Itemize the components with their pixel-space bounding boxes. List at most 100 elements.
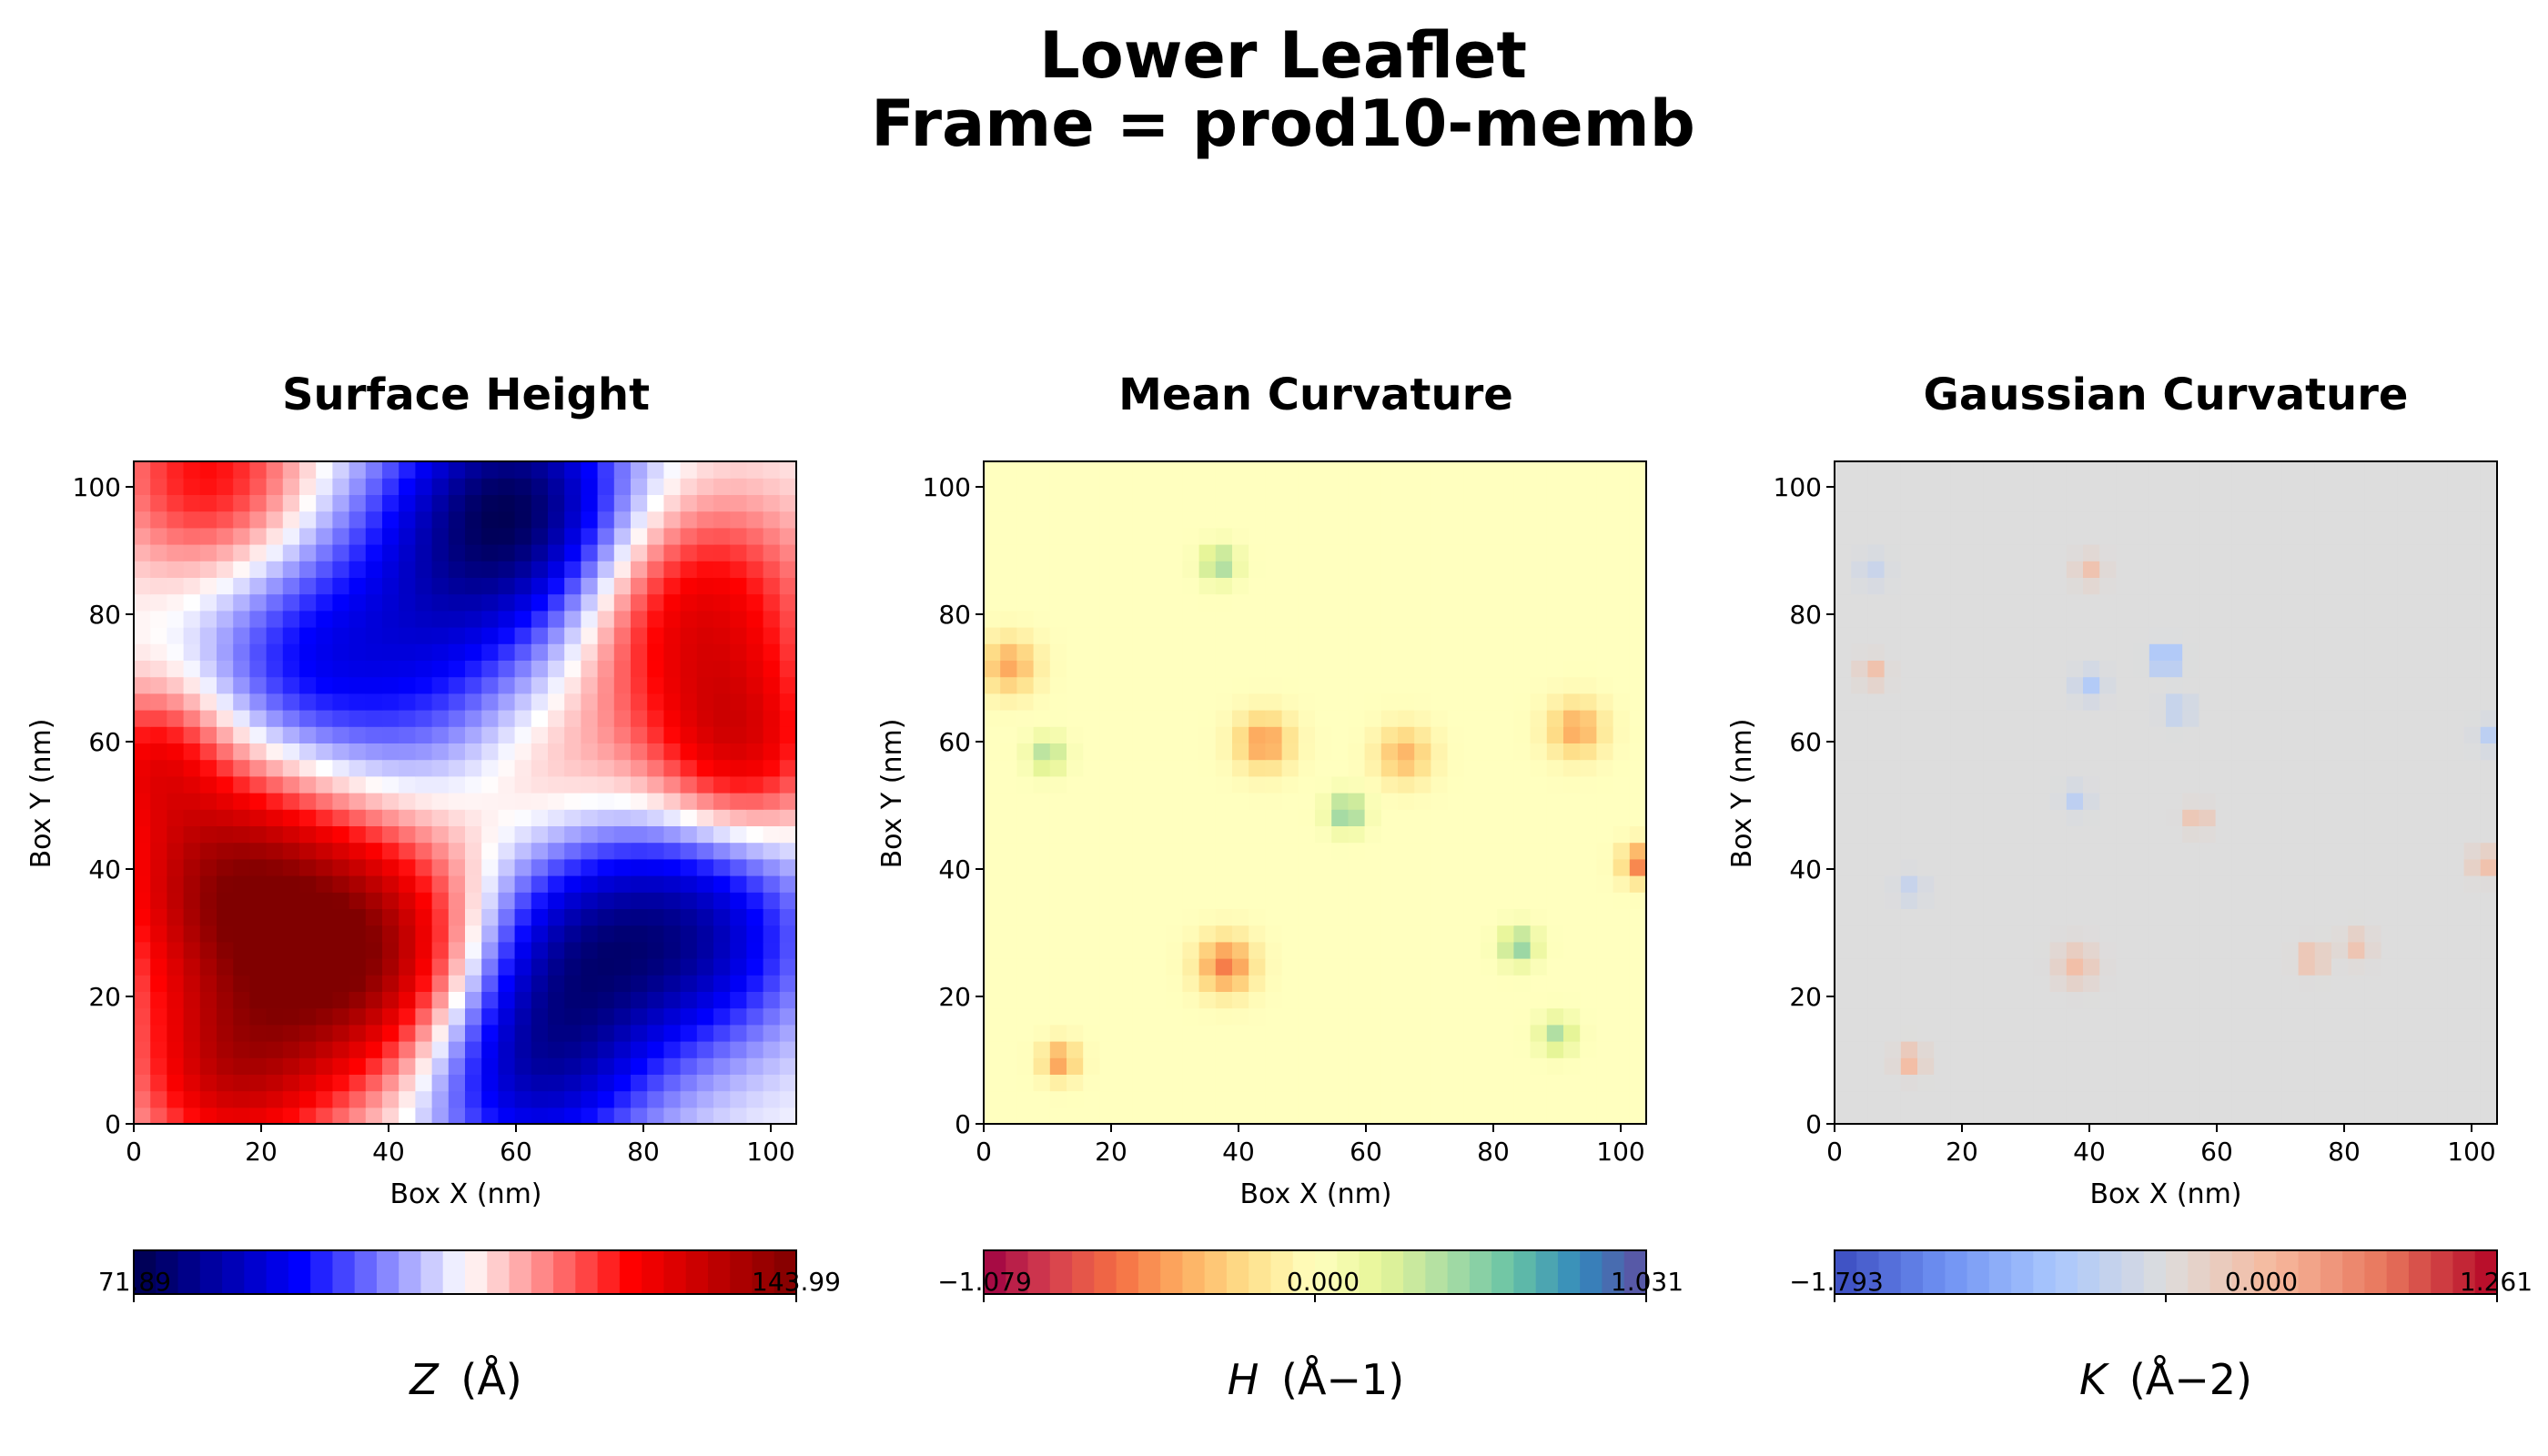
heatmap-cell (2331, 825, 2349, 844)
heatmap-cell (183, 858, 201, 876)
heatmap-cell (1867, 1007, 1886, 1026)
heatmap-cell (1398, 875, 1415, 893)
heatmap-cell (233, 759, 250, 777)
heatmap-cell (613, 908, 632, 926)
heatmap-cell (663, 925, 682, 943)
heatmap-cell (613, 875, 632, 893)
heatmap-cell (1380, 1107, 1399, 1125)
heatmap-cell (332, 511, 350, 529)
heatmap-cell (1580, 975, 1597, 992)
heatmap-cell (2166, 1041, 2183, 1058)
heatmap-cell (1116, 511, 1134, 529)
heatmap-cell (2281, 710, 2300, 727)
heatmap-cell (779, 1007, 797, 1026)
heatmap-cell (1149, 660, 1167, 678)
heatmap-cell (1934, 511, 1951, 529)
heatmap-cell (167, 494, 185, 512)
heatmap-cell (2265, 527, 2282, 545)
heatmap-cell (1546, 975, 1564, 992)
heatmap-cell (167, 793, 185, 810)
heatmap-cell (399, 1107, 416, 1125)
heatmap-cell (613, 941, 632, 959)
heatmap-cell (1249, 958, 1266, 976)
heatmap-cell (2083, 809, 2100, 826)
heatmap-cell (349, 908, 367, 926)
heatmap-cell (2000, 461, 2017, 479)
heatmap-cell (282, 676, 300, 694)
heatmap-cell (1447, 958, 1465, 976)
heatmap-cell (199, 975, 217, 992)
heatmap-cell (1083, 561, 1100, 578)
heatmap-cell (2281, 793, 2300, 810)
heatmap-cell (2166, 511, 2183, 529)
heatmap-cell (2166, 544, 2183, 561)
colorbar-segment (1049, 1250, 1073, 1294)
heatmap-cell (746, 660, 764, 678)
heatmap-cell (2000, 908, 2017, 926)
heatmap-cell (282, 660, 300, 678)
heatmap-cell (2000, 577, 2017, 595)
heatmap-cell (1613, 925, 1631, 943)
heatmap-cell (1563, 1074, 1581, 1092)
heatmap-cell (2231, 561, 2250, 578)
heatmap-cell (249, 527, 268, 545)
heatmap-cell (1166, 775, 1183, 794)
heatmap-cell (1116, 825, 1134, 844)
heatmap-cell (2049, 478, 2068, 495)
heatmap-cell (2463, 991, 2482, 1009)
heatmap-cell (1513, 544, 1532, 561)
heatmap-cell (2000, 593, 2017, 612)
heatmap-cell (1331, 1074, 1349, 1092)
heatmap-cell (1380, 925, 1399, 943)
heatmap-cell (349, 693, 367, 711)
heatmap-cell (548, 593, 565, 612)
heatmap-cell (1596, 1007, 1614, 1026)
heatmap-cell (1530, 710, 1548, 727)
heatmap-cell (1934, 1041, 1951, 1058)
colorbar-segment (1359, 1250, 1382, 1294)
heatmap-cell (564, 643, 581, 661)
heatmap-cell (1033, 925, 1051, 943)
heatmap-cell (167, 858, 185, 876)
heatmap-cell (1596, 975, 1614, 992)
heatmap-cell (2083, 660, 2100, 678)
heatmap-cell (150, 494, 167, 512)
heatmap-cell (1983, 1090, 2001, 1108)
heatmap-cell (663, 1007, 682, 1026)
heatmap-cell (2166, 875, 2183, 893)
heatmap-cell (1967, 759, 1985, 777)
heatmap-cell (481, 1024, 499, 1042)
heatmap-cell (1934, 941, 1951, 959)
heatmap-cell (1348, 1041, 1366, 1058)
heatmap-cell (2314, 561, 2332, 578)
heatmap-cell (1364, 1007, 1382, 1026)
heatmap-cell (2463, 1090, 2482, 1108)
heatmap-cell (266, 643, 284, 661)
heatmap-cell (2199, 660, 2217, 678)
heatmap-cell (1530, 1024, 1548, 1042)
heatmap-cell (531, 1074, 549, 1092)
heatmap-cell (984, 1074, 1001, 1092)
heatmap-cell (2348, 1041, 2365, 1058)
heatmap-cell (2348, 726, 2365, 743)
heatmap-cell (1132, 1024, 1150, 1042)
heatmap-cell (1596, 925, 1614, 943)
heatmap-cell (514, 461, 532, 479)
heatmap-cell (597, 1107, 615, 1125)
heatmap-cell (2049, 925, 2068, 943)
heatmap-cell (763, 511, 781, 529)
heatmap-cell (316, 842, 333, 860)
heatmap-cell (2049, 941, 2068, 959)
heatmap-cell (1348, 759, 1366, 777)
heatmap-cell (514, 527, 532, 545)
heatmap-cell (597, 958, 615, 976)
heatmap-cell (1530, 544, 1548, 561)
colorbar-segment (1403, 1250, 1426, 1294)
heatmap-cell (2397, 643, 2415, 661)
heatmap-cell (779, 1024, 797, 1042)
heatmap-cell (597, 643, 615, 661)
heatmap-cell (1983, 975, 2001, 992)
heatmap-cell (316, 991, 333, 1009)
colorbar-segment (531, 1250, 554, 1294)
heatmap-cell (1967, 941, 1985, 959)
